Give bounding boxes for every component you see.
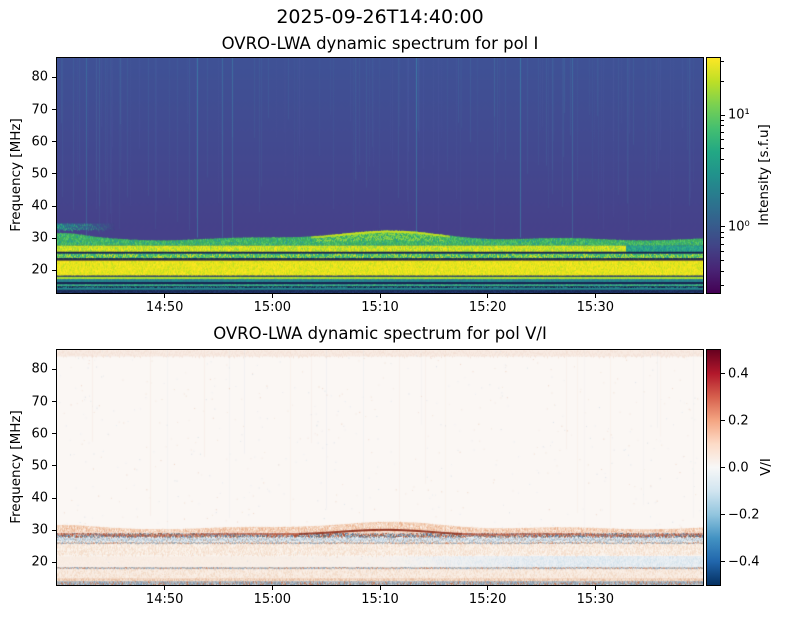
colorbar-tick-label: 0.0	[728, 460, 749, 475]
colorbar-tick-label: 0.2	[728, 413, 749, 428]
colorbar-minor-tick-mark	[721, 231, 724, 233]
x-tick-label: 14:50	[145, 592, 184, 607]
x-tick-label: 15:30	[576, 592, 615, 607]
colorbar-minor-tick-mark	[721, 251, 724, 253]
y-tick-mark	[52, 205, 56, 207]
panel2-plot-area	[56, 349, 704, 586]
colorbar-tick-mark	[721, 226, 725, 228]
y-tick-label: 80	[31, 69, 48, 85]
y-tick-mark	[52, 173, 56, 175]
y-tick-label: 80	[31, 361, 48, 377]
x-tick-mark	[164, 586, 166, 590]
colorbar-minor-tick-mark	[721, 237, 724, 239]
colorbar-minor-tick-mark	[721, 192, 724, 194]
y-tick-mark	[52, 368, 56, 370]
y-tick-label: 60	[31, 426, 48, 442]
viridis-colorbar-gradient	[707, 58, 720, 293]
x-tick-mark	[379, 294, 381, 298]
colorbar-minor-tick-mark	[721, 270, 724, 272]
colorbar-tick-mark	[721, 373, 725, 374]
colorbar-minor-tick-mark	[721, 119, 724, 121]
colorbar-tick-mark	[721, 114, 725, 116]
y-tick-label: 30	[31, 522, 48, 538]
colorbar-minor-tick-mark	[721, 61, 724, 63]
y-tick-mark	[52, 433, 56, 435]
x-tick-mark	[487, 586, 489, 590]
colorbar-minor-tick-mark	[721, 159, 724, 161]
x-tick-mark	[594, 586, 596, 590]
colorbar-minor-tick-mark	[721, 284, 724, 286]
y-tick-label: 50	[31, 166, 48, 182]
y-tick-mark	[52, 465, 56, 467]
colorbar-tick-label: −0.4	[728, 554, 760, 569]
y-tick-label: 50	[31, 458, 48, 474]
panel2-title: OVRO-LWA dynamic spectrum for pol V/I	[213, 324, 547, 343]
x-tick-label: 15:10	[361, 300, 399, 315]
colorbar-minor-tick-mark	[721, 243, 724, 245]
x-tick-mark	[271, 294, 273, 298]
colorbar-minor-tick-mark	[721, 125, 724, 127]
x-tick-label: 15:20	[468, 300, 507, 315]
x-tick-mark	[271, 586, 273, 590]
colorbar-minor-tick-mark	[721, 173, 724, 175]
y-tick-mark	[52, 109, 56, 110]
colorbar-tick-mark	[721, 420, 725, 421]
y-tick-mark	[52, 141, 56, 143]
y-tick-label: 40	[31, 490, 48, 506]
colorbar-tick-label: 0.4	[728, 366, 749, 381]
y-tick-label: 60	[31, 134, 48, 150]
y-tick-label: 30	[31, 230, 48, 246]
y-tick-mark	[52, 401, 56, 402]
colorbar-minor-tick-mark	[721, 148, 724, 150]
y-tick-mark	[52, 497, 56, 499]
colorbar-tick-label: 10¹	[728, 107, 750, 123]
colorbar-minor-tick-mark	[721, 260, 724, 262]
x-tick-label: 15:00	[253, 592, 292, 607]
y-tick-label: 20	[31, 554, 48, 570]
panel1-title: OVRO-LWA dynamic spectrum for pol I	[221, 34, 539, 53]
y-tick-label: 40	[31, 198, 48, 214]
panel1-plot-area	[56, 57, 704, 294]
colorbar-minor-tick-mark	[721, 131, 724, 133]
colorbar-tick-label: 10⁰	[728, 219, 750, 235]
x-tick-mark	[594, 294, 596, 298]
x-tick-label: 15:30	[576, 300, 615, 315]
dynamic-spectrum-pol-vi-heatmap	[57, 350, 703, 585]
rdbu-colorbar-gradient	[707, 350, 720, 585]
colorbar-minor-tick-mark	[721, 80, 724, 82]
figure-suptitle: 2025-09-26T14:40:00	[276, 6, 484, 28]
x-tick-mark	[487, 294, 489, 298]
y-tick-label: 70	[31, 394, 48, 409]
dynamic-spectrum-pol-i-heatmap	[57, 58, 703, 293]
x-tick-label: 14:50	[145, 300, 184, 315]
y-tick-label: 70	[31, 102, 48, 117]
x-tick-mark	[164, 294, 166, 298]
colorbar-tick-mark	[721, 514, 725, 515]
y-tick-mark	[52, 529, 56, 531]
x-tick-mark	[379, 586, 381, 590]
colorbar-tick-mark	[721, 467, 725, 468]
y-tick-mark	[52, 269, 56, 271]
x-tick-label: 15:00	[253, 300, 292, 315]
panel2-colorbar	[706, 349, 721, 586]
x-tick-label: 15:20	[468, 592, 507, 607]
panel1-colorbar	[706, 57, 721, 294]
colorbar-tick-mark	[721, 561, 725, 562]
y-tick-label: 20	[31, 262, 48, 278]
y-tick-mark	[52, 561, 56, 563]
panel1-colorbar-label: Intensity [s.f.u]	[756, 124, 772, 226]
colorbar-minor-tick-mark	[721, 139, 724, 141]
y-tick-mark	[52, 76, 56, 78]
panel2-colorbar-label: V/I	[758, 458, 774, 476]
colorbar-tick-label: −0.2	[728, 507, 760, 522]
y-tick-mark	[52, 237, 56, 239]
x-tick-label: 15:10	[361, 592, 399, 607]
